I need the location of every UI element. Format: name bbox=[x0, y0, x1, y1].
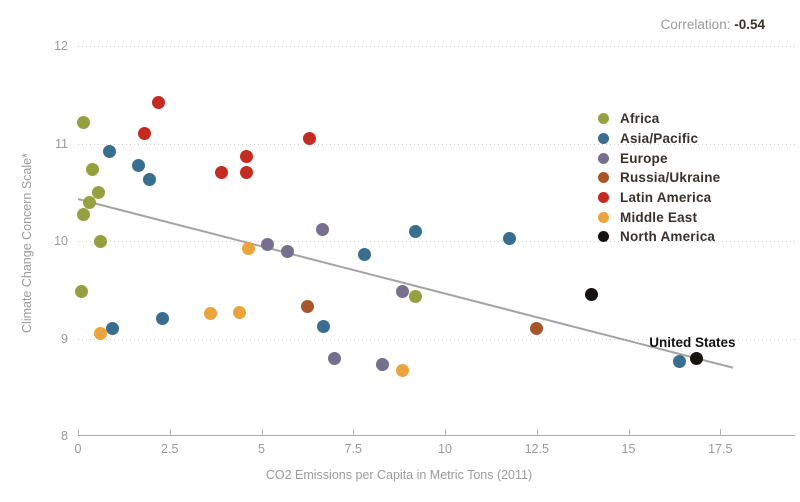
data-point-middle-east[interactable] bbox=[396, 364, 410, 378]
gridline-y-10 bbox=[78, 241, 795, 242]
data-point-africa[interactable] bbox=[86, 163, 100, 177]
legend-item-europe[interactable]: Europe bbox=[598, 148, 720, 168]
correlation-caption: Correlation: bbox=[660, 17, 731, 32]
correlation-value: -0.54 bbox=[734, 17, 765, 32]
data-point-russia-ukraine[interactable] bbox=[530, 322, 544, 336]
annotation-united-states: United States bbox=[649, 334, 736, 350]
x-tick-label-12.5: 12.5 bbox=[524, 442, 549, 456]
data-point-middle-east[interactable] bbox=[232, 305, 246, 319]
data-point-latin-america[interactable] bbox=[302, 132, 316, 146]
x-tick-5 bbox=[261, 429, 263, 435]
legend-swatch-icon bbox=[598, 172, 609, 184]
x-tick-0 bbox=[78, 429, 79, 435]
legend-item-label: Middle East bbox=[620, 209, 698, 225]
legend-item-label: Asia/Pacific bbox=[620, 131, 699, 147]
data-point-russia-ukraine[interactable] bbox=[300, 299, 314, 313]
data-point-asia-pacific[interactable] bbox=[317, 320, 331, 334]
data-point-north-america[interactable] bbox=[689, 352, 703, 366]
legend-item-africa[interactable]: Africa bbox=[598, 109, 720, 129]
correlation-label: Correlation: -0.54 bbox=[661, 17, 765, 32]
legend-item-asia-pacific[interactable]: Asia/Pacific bbox=[598, 129, 720, 149]
legend-swatch-icon bbox=[598, 113, 609, 125]
data-point-africa[interactable] bbox=[77, 115, 90, 129]
data-point-asia-pacific[interactable] bbox=[132, 159, 146, 173]
x-tick-label-10: 10 bbox=[438, 442, 452, 456]
gridline-y-9 bbox=[78, 338, 795, 340]
x-axis-title: CO2 Emissions per Capita in Metric Tons … bbox=[265, 468, 533, 482]
data-point-asia-pacific[interactable] bbox=[673, 355, 687, 369]
data-point-latin-america[interactable] bbox=[214, 166, 228, 180]
data-point-africa[interactable] bbox=[77, 208, 90, 222]
data-point-middle-east[interactable] bbox=[242, 242, 256, 256]
legend-item-label: Africa bbox=[620, 111, 660, 127]
data-point-latin-america[interactable] bbox=[137, 127, 151, 141]
x-tick-label-0: 0 bbox=[74, 442, 82, 456]
data-point-africa[interactable] bbox=[409, 290, 423, 304]
data-point-latin-america[interactable] bbox=[240, 149, 254, 163]
legend-swatch-icon bbox=[598, 231, 609, 243]
x-tick-10 bbox=[445, 429, 446, 435]
x-axis-line bbox=[78, 435, 795, 436]
legend-item-label: Europe bbox=[620, 150, 668, 166]
data-point-europe[interactable] bbox=[260, 238, 274, 252]
legend-item-latin-america[interactable]: Latin America bbox=[598, 188, 720, 208]
data-point-europe[interactable] bbox=[315, 222, 329, 236]
y-tick-label-9: 9 bbox=[61, 331, 68, 346]
data-point-asia-pacific[interactable] bbox=[409, 224, 423, 238]
data-point-africa[interactable] bbox=[75, 285, 89, 299]
data-point-latin-america[interactable] bbox=[240, 166, 254, 180]
data-point-middle-east[interactable] bbox=[203, 306, 217, 320]
x-tick-label-7.5: 7.5 bbox=[344, 442, 362, 456]
data-point-asia-pacific[interactable] bbox=[155, 311, 169, 325]
data-point-asia-pacific[interactable] bbox=[357, 248, 371, 262]
legend-swatch-icon bbox=[598, 211, 609, 223]
data-point-asia-pacific[interactable] bbox=[502, 231, 516, 245]
x-tick-15 bbox=[628, 429, 630, 435]
data-point-north-america[interactable] bbox=[585, 288, 599, 302]
legend-item-label: North America bbox=[620, 229, 716, 245]
legend-item-russia-ukraine[interactable]: Russia/Ukraine bbox=[598, 168, 720, 188]
gridline-y-11 bbox=[78, 143, 795, 145]
x-tick-2.5 bbox=[169, 429, 171, 435]
y-tick-label-11: 11 bbox=[55, 136, 68, 151]
legend-item-north-america[interactable]: North America bbox=[598, 227, 720, 247]
gridline-y-12 bbox=[78, 46, 795, 47]
data-point-latin-america[interactable] bbox=[152, 96, 166, 110]
y-tick-label-10: 10 bbox=[54, 234, 68, 248]
y-tick-label-8: 8 bbox=[61, 429, 68, 443]
x-tick-label-2.5: 2.5 bbox=[161, 442, 179, 456]
data-point-asia-pacific[interactable] bbox=[106, 322, 120, 336]
data-point-europe[interactable] bbox=[328, 351, 342, 365]
data-point-asia-pacific[interactable] bbox=[143, 173, 157, 187]
x-tick-label-17.5: 17.5 bbox=[708, 442, 733, 456]
data-point-europe[interactable] bbox=[396, 285, 410, 299]
legend-item-label: Latin America bbox=[620, 190, 712, 206]
data-point-europe[interactable] bbox=[376, 358, 390, 372]
legend-item-middle-east[interactable]: Middle East bbox=[598, 207, 720, 227]
legend-swatch-icon bbox=[598, 192, 609, 204]
x-tick-label-15: 15 bbox=[621, 442, 636, 456]
legend-swatch-icon bbox=[598, 133, 609, 145]
x-tick-label-5: 5 bbox=[258, 442, 265, 456]
data-point-asia-pacific[interactable] bbox=[102, 144, 116, 158]
y-tick-label-12: 12 bbox=[54, 39, 68, 53]
data-point-africa[interactable] bbox=[82, 195, 96, 209]
legend: Africa Asia/Pacific Europe Russia/Ukraine La… bbox=[598, 109, 720, 247]
x-tick-12.5 bbox=[536, 429, 538, 435]
data-point-middle-east[interactable] bbox=[93, 327, 107, 341]
x-tick-7.5 bbox=[353, 429, 355, 435]
legend-swatch-icon bbox=[598, 152, 609, 164]
legend-item-label: Russia/Ukraine bbox=[620, 170, 721, 186]
x-tick-17.5 bbox=[720, 429, 722, 435]
data-point-europe[interactable] bbox=[280, 245, 294, 259]
data-point-africa[interactable] bbox=[91, 185, 105, 199]
data-point-africa[interactable] bbox=[93, 234, 107, 248]
